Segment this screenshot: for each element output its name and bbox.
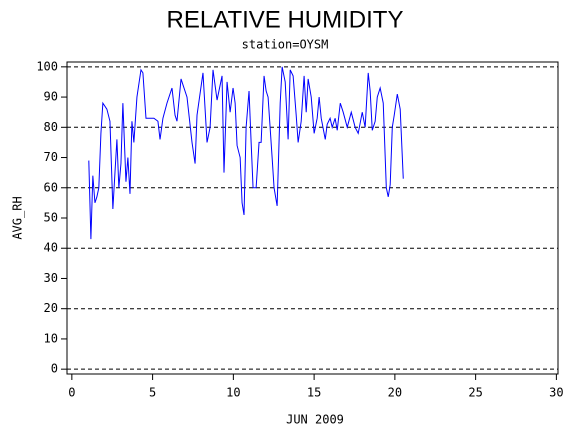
y-tick-label: 80: [44, 120, 58, 134]
y-tick-label: 20: [44, 301, 58, 315]
x-tick-label: 20: [388, 386, 402, 400]
x-tick-label: 10: [226, 386, 240, 400]
chart-title: RELATIVE HUMIDITY: [167, 6, 404, 33]
x-tick-label: 15: [307, 386, 321, 400]
x-tick-label: 25: [468, 386, 482, 400]
y-axis-label: AVG_RH: [11, 196, 25, 239]
x-tick-label: 5: [149, 386, 156, 400]
data-line: [88, 66, 404, 240]
y-tick-label: 70: [44, 150, 58, 164]
x-axis-label: JUN 2009: [286, 413, 344, 427]
y-tick-label: 40: [44, 241, 58, 255]
x-tick-label: 30: [549, 386, 563, 400]
chart-subtitle: station=OYSM: [242, 38, 329, 52]
x-tick-label: 0: [68, 386, 75, 400]
y-tick-label: 30: [44, 271, 58, 285]
y-tick-label: 50: [44, 211, 58, 225]
y-tick-label: 90: [44, 90, 58, 104]
y-tick-label: 100: [36, 59, 58, 73]
y-tick-label: 10: [44, 331, 58, 345]
y-tick-label: 0: [51, 362, 58, 376]
y-tick-label: 60: [44, 180, 58, 194]
